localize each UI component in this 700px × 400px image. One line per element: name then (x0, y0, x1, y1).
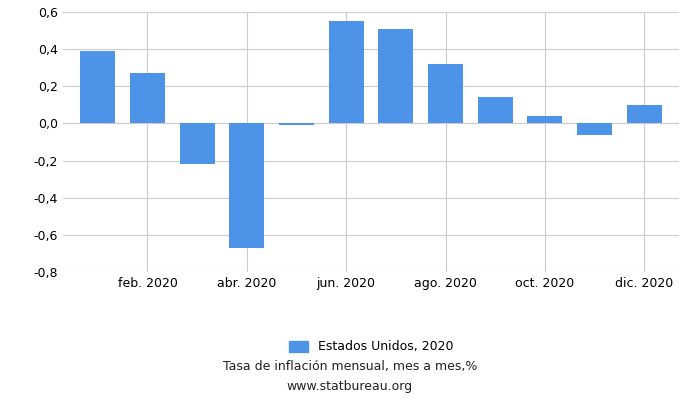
Bar (180, 124, 214, 164)
Bar (626, 105, 662, 124)
Bar (130, 73, 164, 124)
Bar (478, 98, 512, 124)
Bar (528, 116, 562, 124)
Bar (428, 64, 463, 124)
Bar (279, 124, 314, 125)
Bar (329, 21, 363, 124)
Text: www.statbureau.org: www.statbureau.org (287, 380, 413, 393)
Text: Tasa de inflación mensual, mes a mes,%: Tasa de inflación mensual, mes a mes,% (223, 360, 477, 373)
Bar (379, 29, 413, 124)
Bar (578, 124, 612, 134)
Bar (230, 124, 264, 248)
Legend: Estados Unidos, 2020: Estados Unidos, 2020 (284, 336, 458, 358)
Bar (80, 51, 116, 124)
